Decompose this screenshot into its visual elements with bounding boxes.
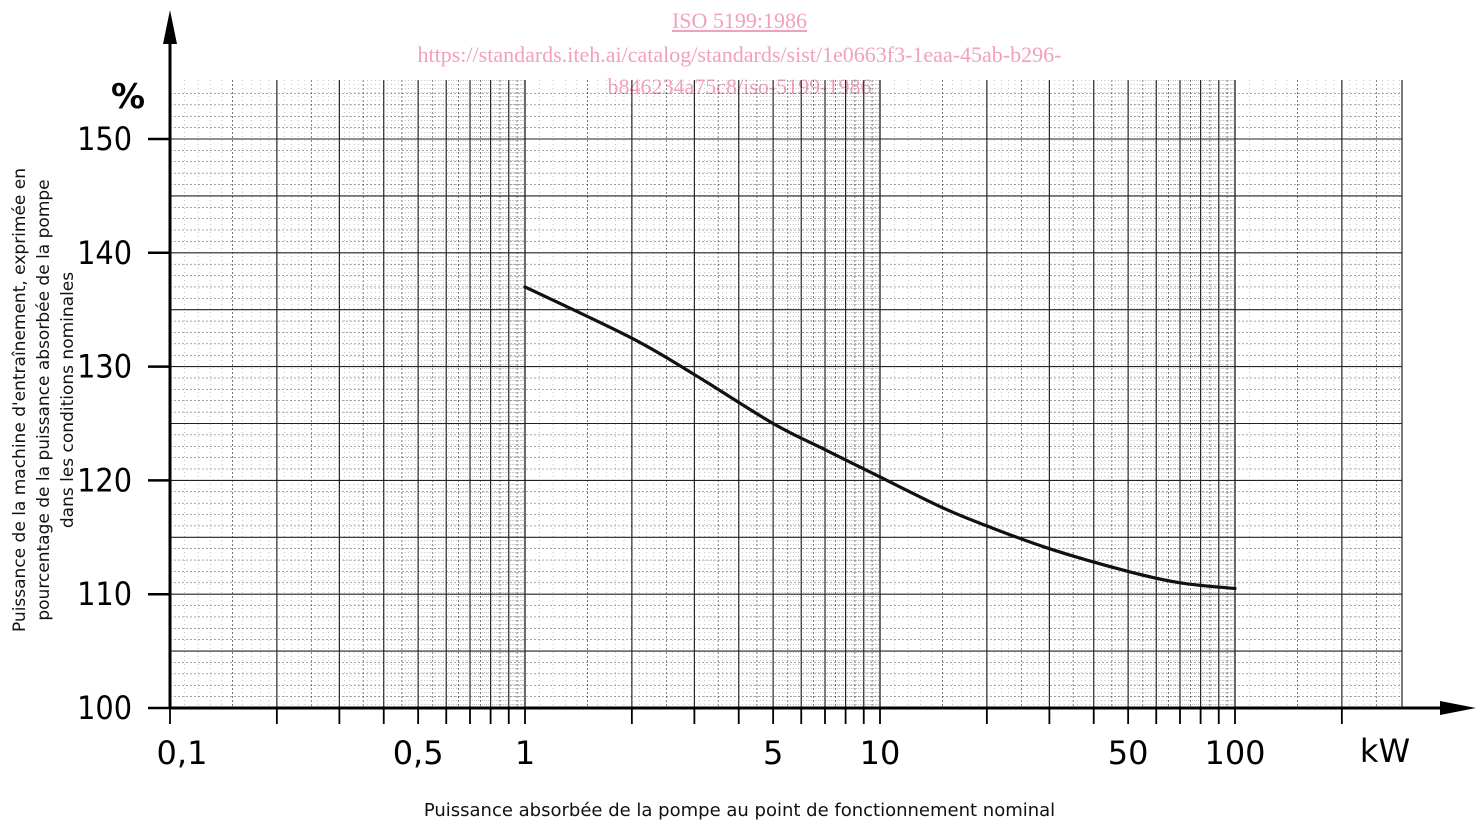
x-tick-label: 1: [515, 734, 535, 772]
y-axis-title-line-2: pourcentage de la puissance absorbée de …: [34, 179, 54, 621]
watermark-url-line2[interactable]: b846234a75c8/iso-5199-1986: [607, 74, 872, 99]
x-tick-label: 0,5: [393, 734, 444, 772]
y-axis-title: Puissance de la machine d'entraînement, …: [8, 120, 84, 680]
x-unit-label: kW: [1360, 732, 1410, 770]
x-tick-label: 50: [1108, 734, 1149, 772]
y-tick-label: 110: [77, 575, 132, 613]
x-axis-arrow: [1440, 701, 1476, 715]
y-tick-label: 140: [77, 234, 132, 272]
y-tick-label: 100: [77, 689, 132, 727]
y-tick-label: 150: [77, 120, 132, 158]
watermark-title-link[interactable]: ISO 5199:1986: [671, 8, 808, 33]
y-axis-title-line-1: Puissance de la machine d'entraînement, …: [10, 167, 30, 633]
y-unit-label: %: [111, 77, 145, 117]
x-tick-label: 10: [860, 734, 901, 772]
x-tick-label: 0,1: [157, 734, 208, 772]
x-tick-label: 100: [1204, 734, 1265, 772]
x-axis-title: Puissance absorbée de la pompe au point …: [423, 800, 1056, 821]
x-tick-label: 5: [763, 734, 783, 772]
y-tick-label: 120: [77, 461, 132, 499]
y-axis-title-line-3: dans les conditions nominales: [58, 271, 78, 529]
y-tick-label: 130: [77, 348, 132, 386]
watermark-url-line1[interactable]: https://standards.iteh.ai/catalog/standa…: [417, 42, 1062, 67]
y-axis-arrow: [163, 10, 177, 44]
